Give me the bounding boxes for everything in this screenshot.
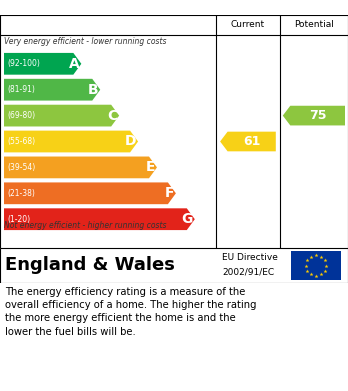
Text: EU Directive: EU Directive <box>222 253 278 262</box>
Text: (1-20): (1-20) <box>7 215 30 224</box>
Text: 2002/91/EC: 2002/91/EC <box>222 267 274 276</box>
Text: F: F <box>164 186 174 200</box>
Text: 75: 75 <box>309 109 326 122</box>
Text: Very energy efficient - lower running costs: Very energy efficient - lower running co… <box>4 37 166 46</box>
Text: C: C <box>107 109 117 123</box>
Polygon shape <box>283 106 345 126</box>
Text: (92-100): (92-100) <box>7 59 40 68</box>
Polygon shape <box>4 208 195 230</box>
Polygon shape <box>4 156 157 178</box>
Text: (69-80): (69-80) <box>7 111 35 120</box>
Text: (55-68): (55-68) <box>7 137 35 146</box>
Text: (39-54): (39-54) <box>7 163 35 172</box>
Text: 61: 61 <box>243 135 260 148</box>
Polygon shape <box>4 131 138 152</box>
Text: Energy Efficiency Rating: Energy Efficiency Rating <box>10 0 220 7</box>
Polygon shape <box>220 132 276 151</box>
Polygon shape <box>4 79 100 100</box>
Polygon shape <box>4 53 81 75</box>
Polygon shape <box>4 105 119 126</box>
Text: (21-38): (21-38) <box>7 189 35 198</box>
Text: G: G <box>181 212 193 226</box>
Text: Potential: Potential <box>294 20 334 29</box>
Polygon shape <box>4 183 176 204</box>
Text: E: E <box>145 160 155 174</box>
Text: England & Wales: England & Wales <box>5 256 175 274</box>
Text: A: A <box>69 57 79 71</box>
Text: The energy efficiency rating is a measure of the
overall efficiency of a home. T: The energy efficiency rating is a measur… <box>5 287 256 337</box>
Text: D: D <box>125 135 136 149</box>
Text: B: B <box>88 83 98 97</box>
Bar <box>291 251 341 280</box>
Text: Current: Current <box>231 20 265 29</box>
Text: (81-91): (81-91) <box>7 85 35 94</box>
Text: Not energy efficient - higher running costs: Not energy efficient - higher running co… <box>4 221 166 230</box>
